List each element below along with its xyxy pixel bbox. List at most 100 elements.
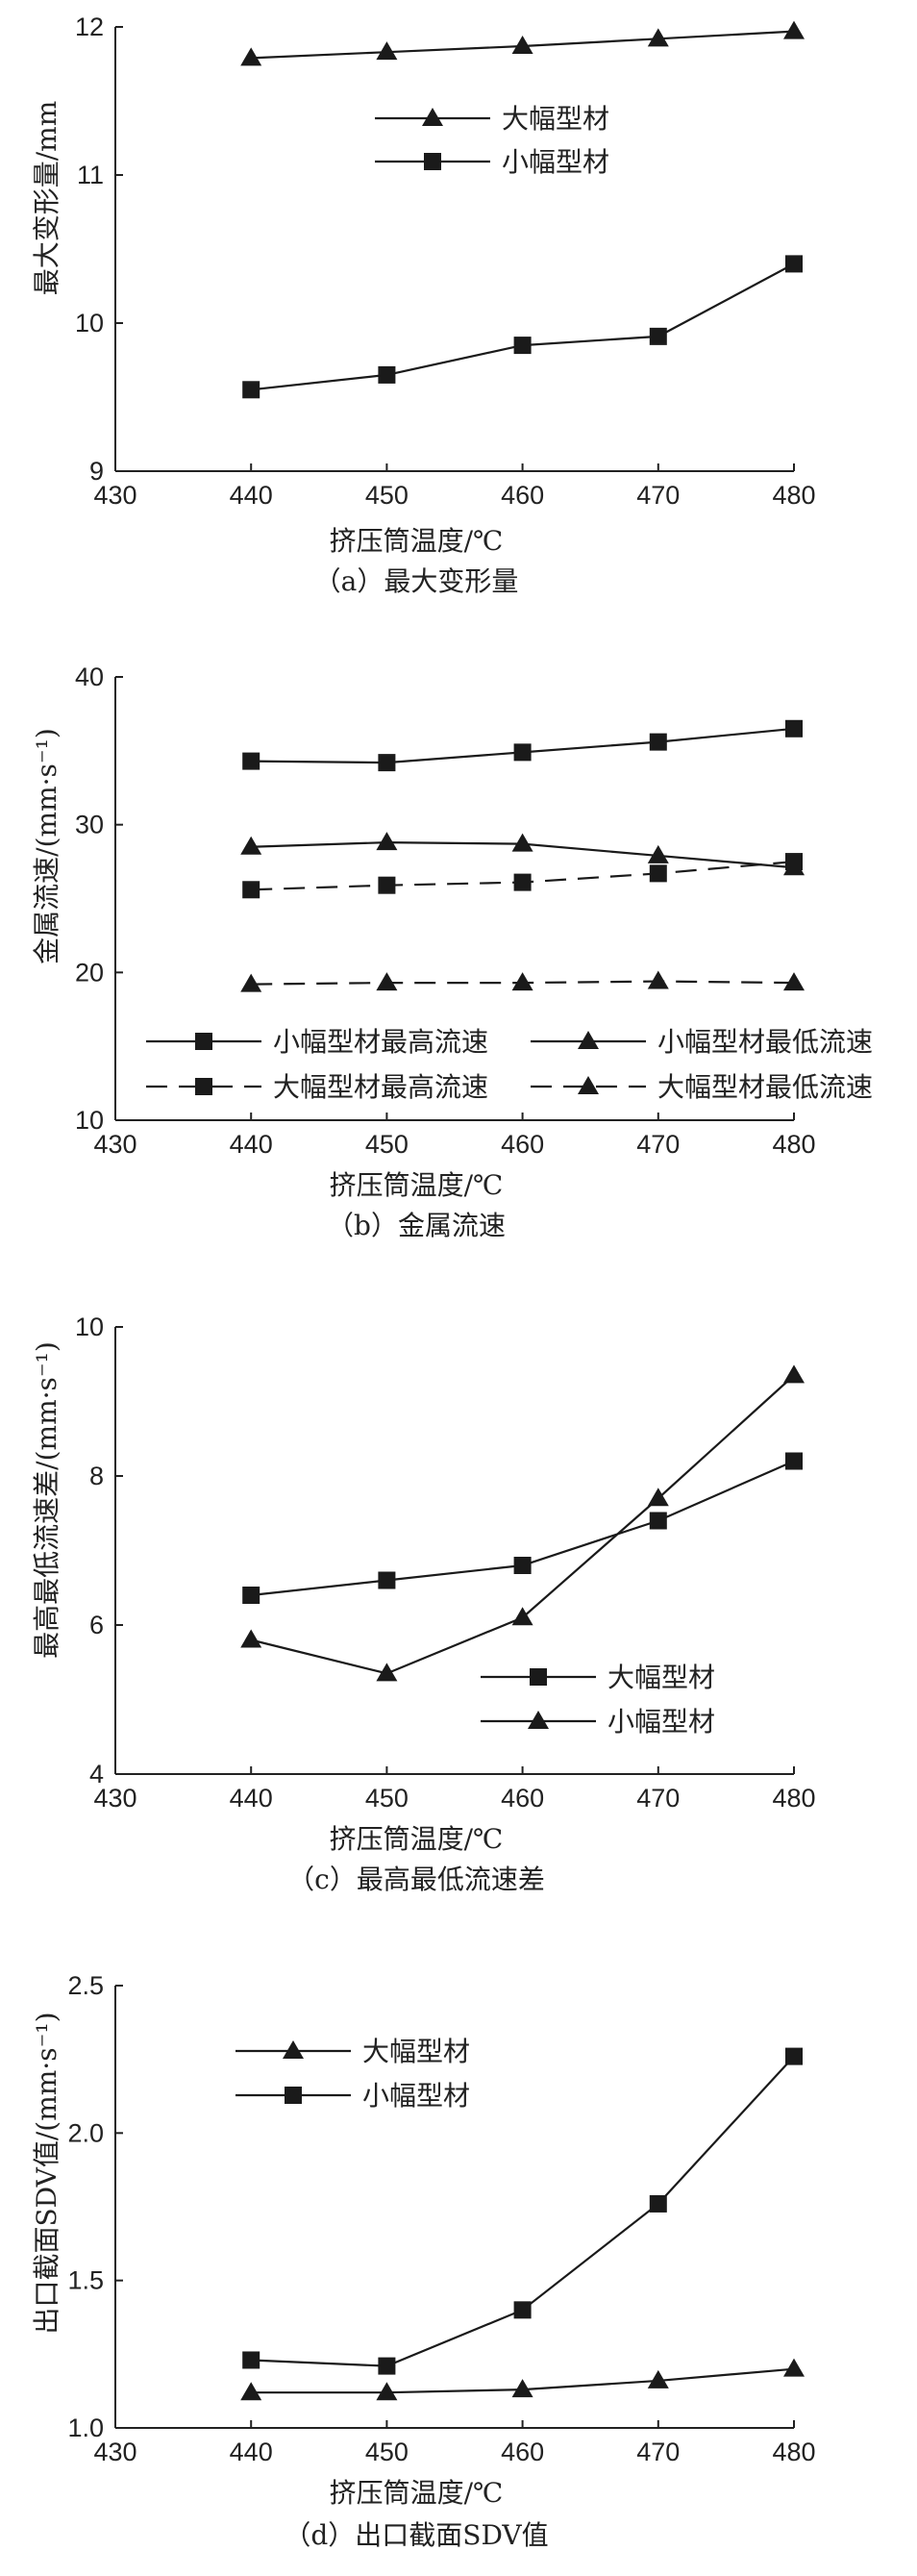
y-tick-label: 20 — [75, 958, 104, 987]
chart-c: 最高最低流速差/(mm·s⁻¹) 挤压筒温度/℃ （c）最高最低流速差 430 4… — [31, 1313, 816, 1895]
data-point — [511, 972, 533, 991]
y-tick-label: 2.0 — [67, 2118, 104, 2147]
x-tick-label: 450 — [365, 1130, 409, 1159]
data-point — [242, 381, 260, 399]
legend-marker — [422, 108, 443, 126]
data-point — [647, 1488, 669, 1507]
data-point — [511, 833, 533, 852]
x-tick-label: 450 — [365, 481, 409, 510]
legend-label: 大幅型材 — [607, 1662, 715, 1693]
legend-item: 小幅型材最低流速 — [531, 1026, 873, 1058]
x-tick-label: 440 — [230, 2438, 273, 2466]
legend-label: 大幅型材 — [502, 103, 609, 135]
y-tick-label: 10 — [75, 1313, 104, 1341]
legend-marker — [195, 1033, 212, 1050]
data-point — [647, 28, 669, 47]
legend-item: 小幅型材 — [375, 146, 609, 178]
data-point — [376, 1663, 398, 1682]
legend-label: 小幅型材最低流速 — [657, 1026, 873, 1058]
series-line — [251, 2055, 795, 2367]
x-tick-label: 470 — [636, 1130, 680, 1159]
data-point — [240, 2382, 262, 2401]
data-point — [378, 365, 396, 384]
data-point — [785, 2047, 803, 2065]
data-point — [511, 36, 533, 55]
legend-label: 大幅型材最低流速 — [657, 1071, 873, 1103]
legend-label: 小幅型材 — [362, 2080, 470, 2112]
chart-d: 出口截面SDV值/(mm·s⁻¹) 挤压筒温度/℃ （d）出口截面SDV值 43… — [31, 1971, 816, 2551]
data-point — [240, 47, 262, 66]
x-tick-label: 480 — [772, 2438, 815, 2466]
x-tick-label: 430 — [93, 1784, 136, 1813]
data-point — [647, 844, 669, 863]
chart-a: 最大变形量/mm 挤压筒温度/℃ （a）最大变形量 430 440 450 460 47… — [31, 13, 816, 597]
data-point — [376, 832, 398, 851]
data-point — [647, 970, 669, 989]
series-3 — [240, 970, 805, 992]
data-point — [378, 754, 396, 772]
x-axis-label: 挤压筒温度/℃ — [330, 525, 504, 557]
legend-label: 小幅型材 — [607, 1706, 715, 1738]
legend-label: 大幅型材最高流速 — [273, 1071, 488, 1103]
series-0 — [240, 2358, 805, 2401]
legend-marker — [530, 1668, 547, 1686]
x-tick-label: 430 — [93, 2438, 136, 2466]
x-tick-label: 470 — [636, 1784, 680, 1813]
x-tick-label: 470 — [636, 481, 680, 510]
chart-caption: （c）最高最低流速差 — [287, 1863, 545, 1895]
x-tick-label: 460 — [501, 1130, 544, 1159]
data-point — [513, 337, 532, 355]
y-tick-label: 9 — [89, 457, 104, 486]
y-tick-label: 8 — [89, 1462, 104, 1490]
series-0 — [240, 20, 805, 66]
legend-item: 大幅型材 — [235, 2036, 470, 2067]
x-tick-label: 460 — [501, 481, 544, 510]
data-point — [649, 327, 667, 345]
x-axis-label: 挤压筒温度/℃ — [330, 1169, 504, 1201]
data-point — [378, 1571, 396, 1589]
legend-marker — [528, 1711, 549, 1729]
x-tick-label: 450 — [365, 2438, 409, 2466]
x-tick-label: 430 — [93, 1130, 136, 1159]
y-axis-label: 最高最低流速差/(mm·s⁻¹) — [31, 1341, 62, 1659]
series-line — [251, 1460, 795, 1597]
data-point — [785, 1452, 803, 1470]
series-line — [250, 1374, 795, 1675]
data-point — [242, 1587, 260, 1604]
chart-caption: （d）出口截面SDV值 — [284, 2519, 548, 2551]
x-axis-label: 挤压筒温度/℃ — [330, 2477, 504, 2509]
chart-caption: （a）最大变形量 — [314, 565, 519, 597]
legend-item: 大幅型材最高流速 — [146, 1071, 488, 1103]
data-point — [513, 2301, 532, 2319]
data-point — [376, 2382, 398, 2401]
data-point — [378, 2357, 396, 2375]
series-2 — [242, 853, 803, 899]
legend-item: 小幅型材 — [481, 1706, 715, 1738]
legend-marker — [424, 153, 441, 170]
data-point — [783, 2358, 805, 2377]
y-tick-label: 10 — [75, 1106, 104, 1135]
legend-item: 大幅型材 — [481, 1662, 715, 1693]
legend-marker — [578, 1076, 599, 1094]
chart-panel-b: 金属流速/(mm·s⁻¹) 挤压筒温度/℃ （b）金属流速 430 440 450 4… — [0, 635, 917, 1269]
x-tick-label: 480 — [772, 1130, 815, 1159]
legend-item: 小幅型材最高流速 — [146, 1026, 488, 1058]
legend-marker — [578, 1031, 599, 1049]
series-line — [251, 263, 795, 391]
y-tick-label: 1.0 — [67, 2413, 104, 2442]
y-tick-label: 1.5 — [67, 2266, 104, 2295]
x-tick-label: 450 — [365, 1784, 409, 1813]
x-tick-label: 480 — [772, 1784, 815, 1813]
y-tick-label: 6 — [89, 1611, 104, 1639]
series-1 — [242, 255, 803, 399]
y-tick-label: 10 — [75, 309, 104, 338]
data-point — [376, 972, 398, 991]
data-point — [647, 2369, 669, 2388]
x-tick-label: 430 — [93, 481, 136, 510]
y-tick-label: 12 — [75, 13, 104, 41]
data-point — [783, 1364, 805, 1384]
y-tick-label: 40 — [75, 663, 104, 691]
legend-marker — [285, 2087, 302, 2104]
data-point — [649, 1512, 667, 1530]
